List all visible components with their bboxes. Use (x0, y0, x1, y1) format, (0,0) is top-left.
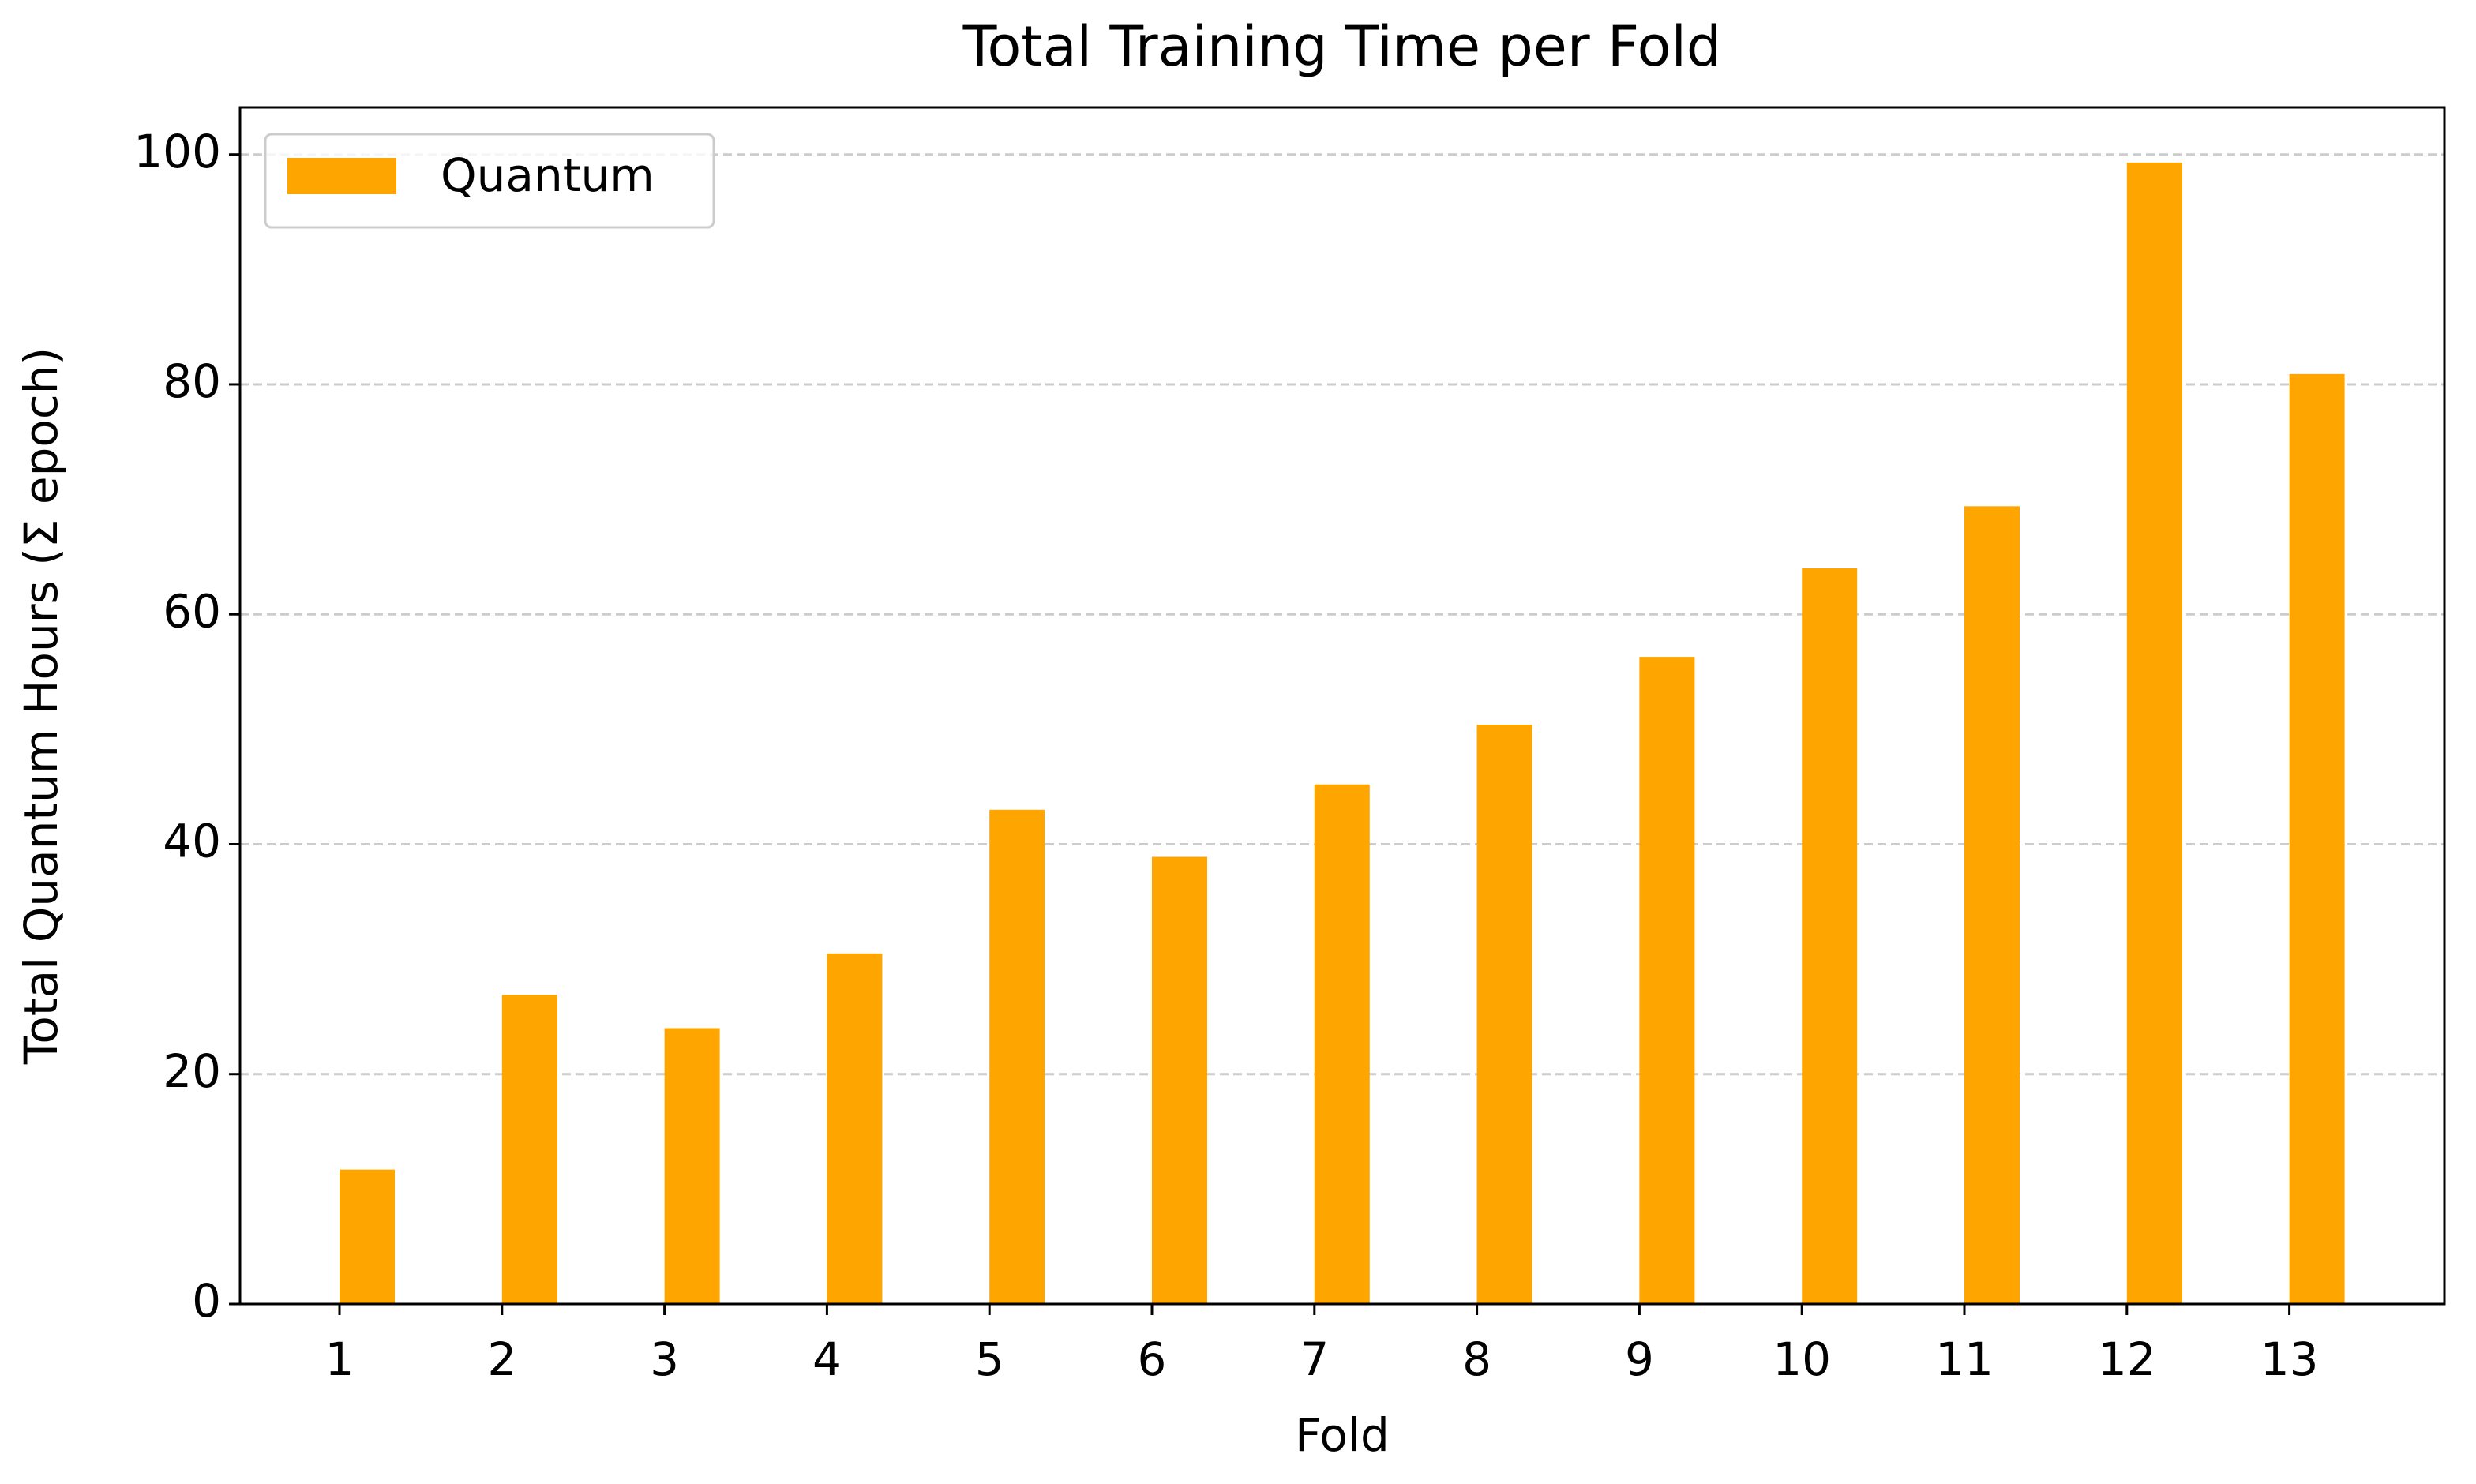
bar (1152, 856, 1207, 1304)
bar (1639, 657, 1695, 1304)
x-tick-label: 1 (325, 1332, 355, 1386)
bar (1314, 784, 1370, 1304)
bar (1964, 506, 2020, 1304)
y-tick-label: 60 (163, 584, 221, 638)
x-tick-label: 13 (2260, 1332, 2319, 1386)
bar (1476, 725, 1532, 1304)
x-tick-label: 9 (1625, 1332, 1654, 1386)
legend-swatch (287, 158, 396, 194)
y-tick-label: 100 (133, 125, 221, 178)
x-tick-label: 6 (1138, 1332, 1167, 1386)
x-tick-label: 12 (2098, 1332, 2156, 1386)
chart-title: Total Training Time per Fold (962, 14, 1722, 79)
bar (340, 1169, 395, 1304)
bar (2126, 162, 2182, 1305)
y-tick-label: 20 (163, 1044, 221, 1098)
bar (989, 809, 1045, 1304)
x-tick-label: 4 (812, 1332, 842, 1386)
x-tick-label: 10 (1773, 1332, 1831, 1386)
x-tick-label: 3 (650, 1332, 679, 1386)
bar (664, 1028, 720, 1304)
y-axis-label: Total Quantum Hours (Σ epoch) (14, 347, 68, 1065)
bar (2289, 373, 2345, 1304)
y-tick-label: 40 (163, 815, 221, 868)
y-tick-label: 0 (192, 1274, 221, 1328)
bar (501, 995, 557, 1304)
x-tick-label: 11 (1935, 1332, 1994, 1386)
x-axis-label: Fold (1295, 1408, 1390, 1462)
x-tick-label: 5 (975, 1332, 1004, 1386)
x-tick-label: 8 (1462, 1332, 1491, 1386)
legend-label: Quantum (441, 148, 655, 202)
y-tick-label: 80 (163, 354, 221, 408)
bar (827, 953, 883, 1304)
x-tick-label: 7 (1300, 1332, 1329, 1386)
bar (1802, 568, 1858, 1304)
x-tick-label: 2 (487, 1332, 516, 1386)
plot-frame (238, 106, 2446, 1306)
legend-box (264, 133, 715, 229)
